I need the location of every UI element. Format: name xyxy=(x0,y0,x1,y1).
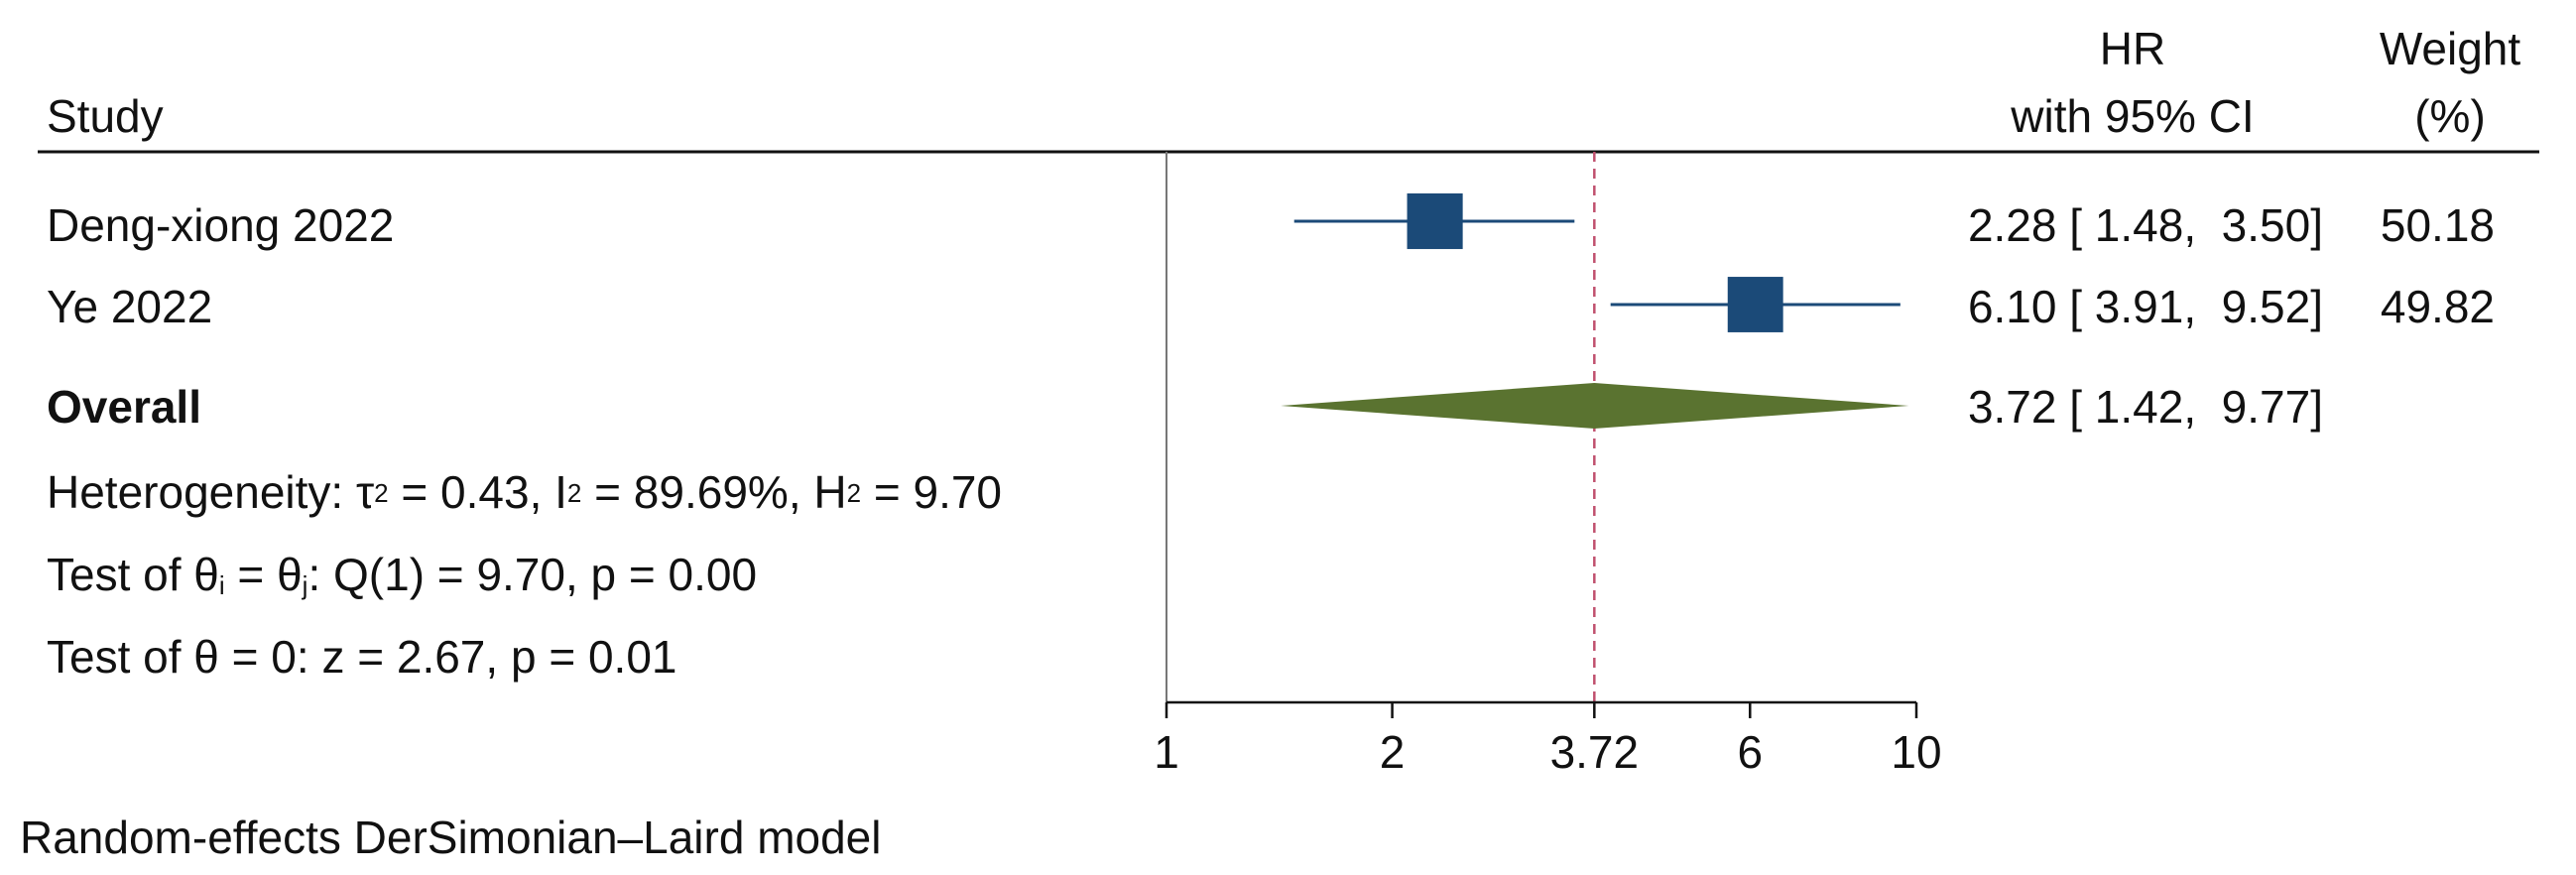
hr-marker-1 xyxy=(1407,192,1463,250)
hr-column-header-line1: HR xyxy=(2099,23,2166,74)
study-name-row-1: Deng-xiong 2022 xyxy=(47,199,395,251)
weight-column-header-line2: (%) xyxy=(2414,90,2486,142)
ci-text-row-1: 2.28 [ 1.48, 3.50] xyxy=(1967,199,2323,251)
hr-column-header-line2: with 95% CI xyxy=(2011,90,2255,142)
x-tick-label-5: 10 xyxy=(1891,726,1941,778)
weight-column-header-line1: Weight xyxy=(2379,23,2521,74)
x-tick-label-3: 3.72 xyxy=(1550,726,1640,778)
study-column-header: Study xyxy=(47,90,164,142)
x-tick-label-2: 2 xyxy=(1380,726,1406,778)
weight-row-2: 49.82 xyxy=(2380,281,2495,332)
overall-diamond xyxy=(1281,383,1909,429)
overall-label: Overall xyxy=(47,381,201,433)
test-of-overall-effect: Test of θ = 0: z = 2.67, p = 0.01 xyxy=(47,631,677,683)
weight-row-1: 50.18 xyxy=(2380,199,2495,251)
ci-text-row-2: 6.10 [ 3.91, 9.52] xyxy=(1967,281,2323,332)
hr-marker-2 xyxy=(1727,277,1783,332)
model-footnote: Random-effects DerSimonian–Laird model xyxy=(20,812,882,863)
x-tick-label-4: 6 xyxy=(1737,726,1763,778)
x-tick-label-1: 1 xyxy=(1154,726,1179,778)
study-name-row-2: Ye 2022 xyxy=(47,281,213,332)
test-of-homogeneity: Test of θi = θj: Q(1) = 9.70, p = 0.00 xyxy=(47,549,758,600)
heterogeneity-stats: Heterogeneity: τ2 = 0.43, I2 = 89.69%, H… xyxy=(47,466,1003,518)
overall-ci-text: 3.72 [ 1.42, 9.77] xyxy=(1967,381,2323,433)
